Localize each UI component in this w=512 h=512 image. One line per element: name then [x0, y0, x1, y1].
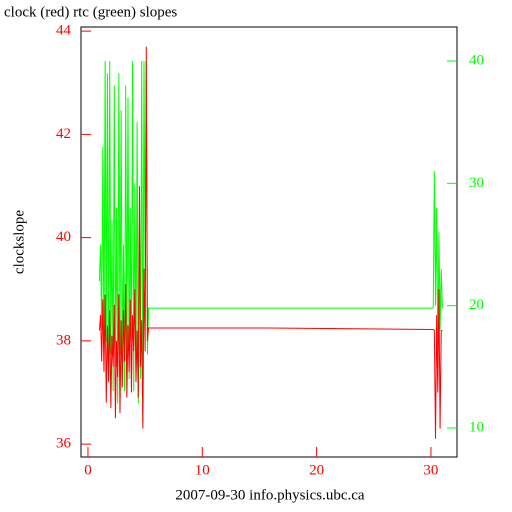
y2-tick-label: 40: [469, 52, 484, 68]
plot-frame: [80, 26, 458, 458]
y2-tick-label: 20: [469, 297, 484, 313]
y-tick-label: 44: [56, 23, 72, 39]
x-tick-label: 30: [423, 462, 438, 478]
x-axis-label: 2007-09-30 info.physics.ubc.ca: [175, 487, 364, 503]
x-tick-label: 10: [195, 462, 210, 478]
series-line: [98, 46, 443, 439]
y-tick-label: 38: [56, 332, 71, 348]
y2-tick-label: 30: [469, 175, 484, 191]
x-tick-label: 0: [84, 462, 92, 478]
y-tick-label: 42: [56, 126, 71, 142]
chart-title: clock (red) rtc (green) slopes: [4, 4, 177, 20]
x-tick-label: 20: [309, 462, 324, 478]
y-tick-label: 40: [56, 229, 71, 245]
y2-tick-label: 10: [469, 419, 484, 435]
y-axis-label: clockslope: [11, 210, 27, 274]
series-line: [98, 61, 443, 422]
y-tick-label: 36: [56, 436, 72, 452]
